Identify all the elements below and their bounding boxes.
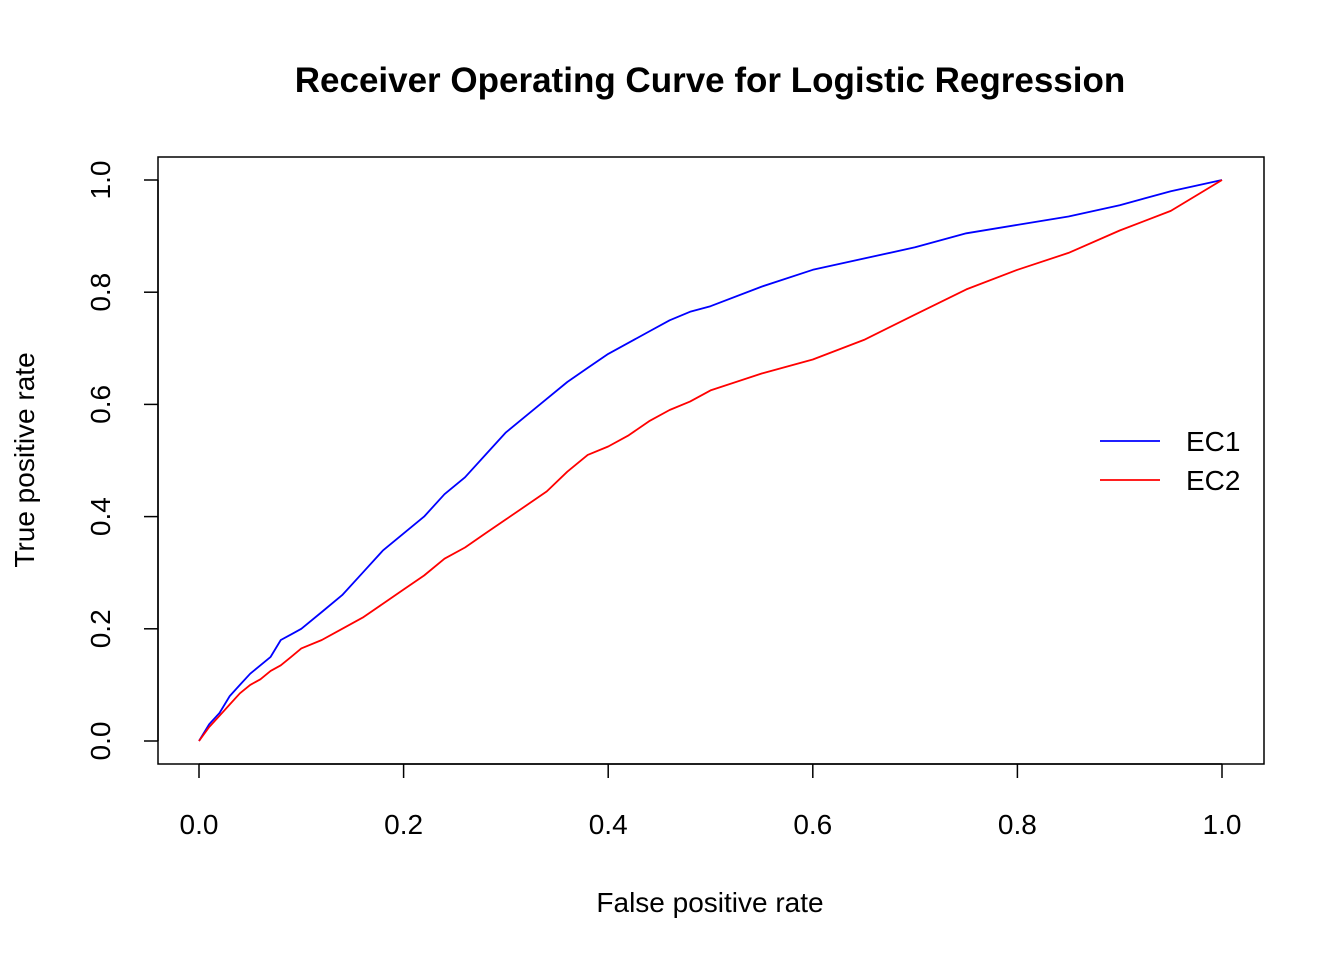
- series-line-ec2: [198, 179, 1223, 742]
- x-tick-label: 0.8: [998, 809, 1037, 840]
- series-line-ec1: [198, 179, 1223, 742]
- x-tick-label: 0.4: [589, 809, 628, 840]
- y-axis: 0.0 0.2 0.4 0.6 0.8 1.0: [85, 161, 159, 761]
- y-axis-label: True positive rate: [9, 352, 40, 567]
- x-axis: 0.0 0.2 0.4 0.6 0.8 1.0: [180, 763, 1242, 840]
- x-axis-label: False positive rate: [596, 887, 823, 918]
- x-tick-label: 0.6: [793, 809, 832, 840]
- y-tick-label: 0.2: [85, 609, 116, 648]
- legend-label-ec2: EC2: [1186, 465, 1240, 496]
- y-tick-label: 0.6: [85, 385, 116, 424]
- y-tick-label: 1.0: [85, 161, 116, 200]
- x-tick-label: 0.0: [180, 809, 219, 840]
- y-tick-label: 0.4: [85, 497, 116, 536]
- series-layer: [198, 179, 1223, 742]
- x-tick-label: 0.2: [384, 809, 423, 840]
- x-tick-label: 1.0: [1203, 809, 1242, 840]
- y-tick-label: 0.0: [85, 722, 116, 761]
- y-tick-label: 0.8: [85, 273, 116, 312]
- chart-title: Receiver Operating Curve for Logistic Re…: [295, 61, 1126, 100]
- legend-label-ec1: EC1: [1186, 426, 1240, 457]
- plot-frame: [157, 156, 1265, 765]
